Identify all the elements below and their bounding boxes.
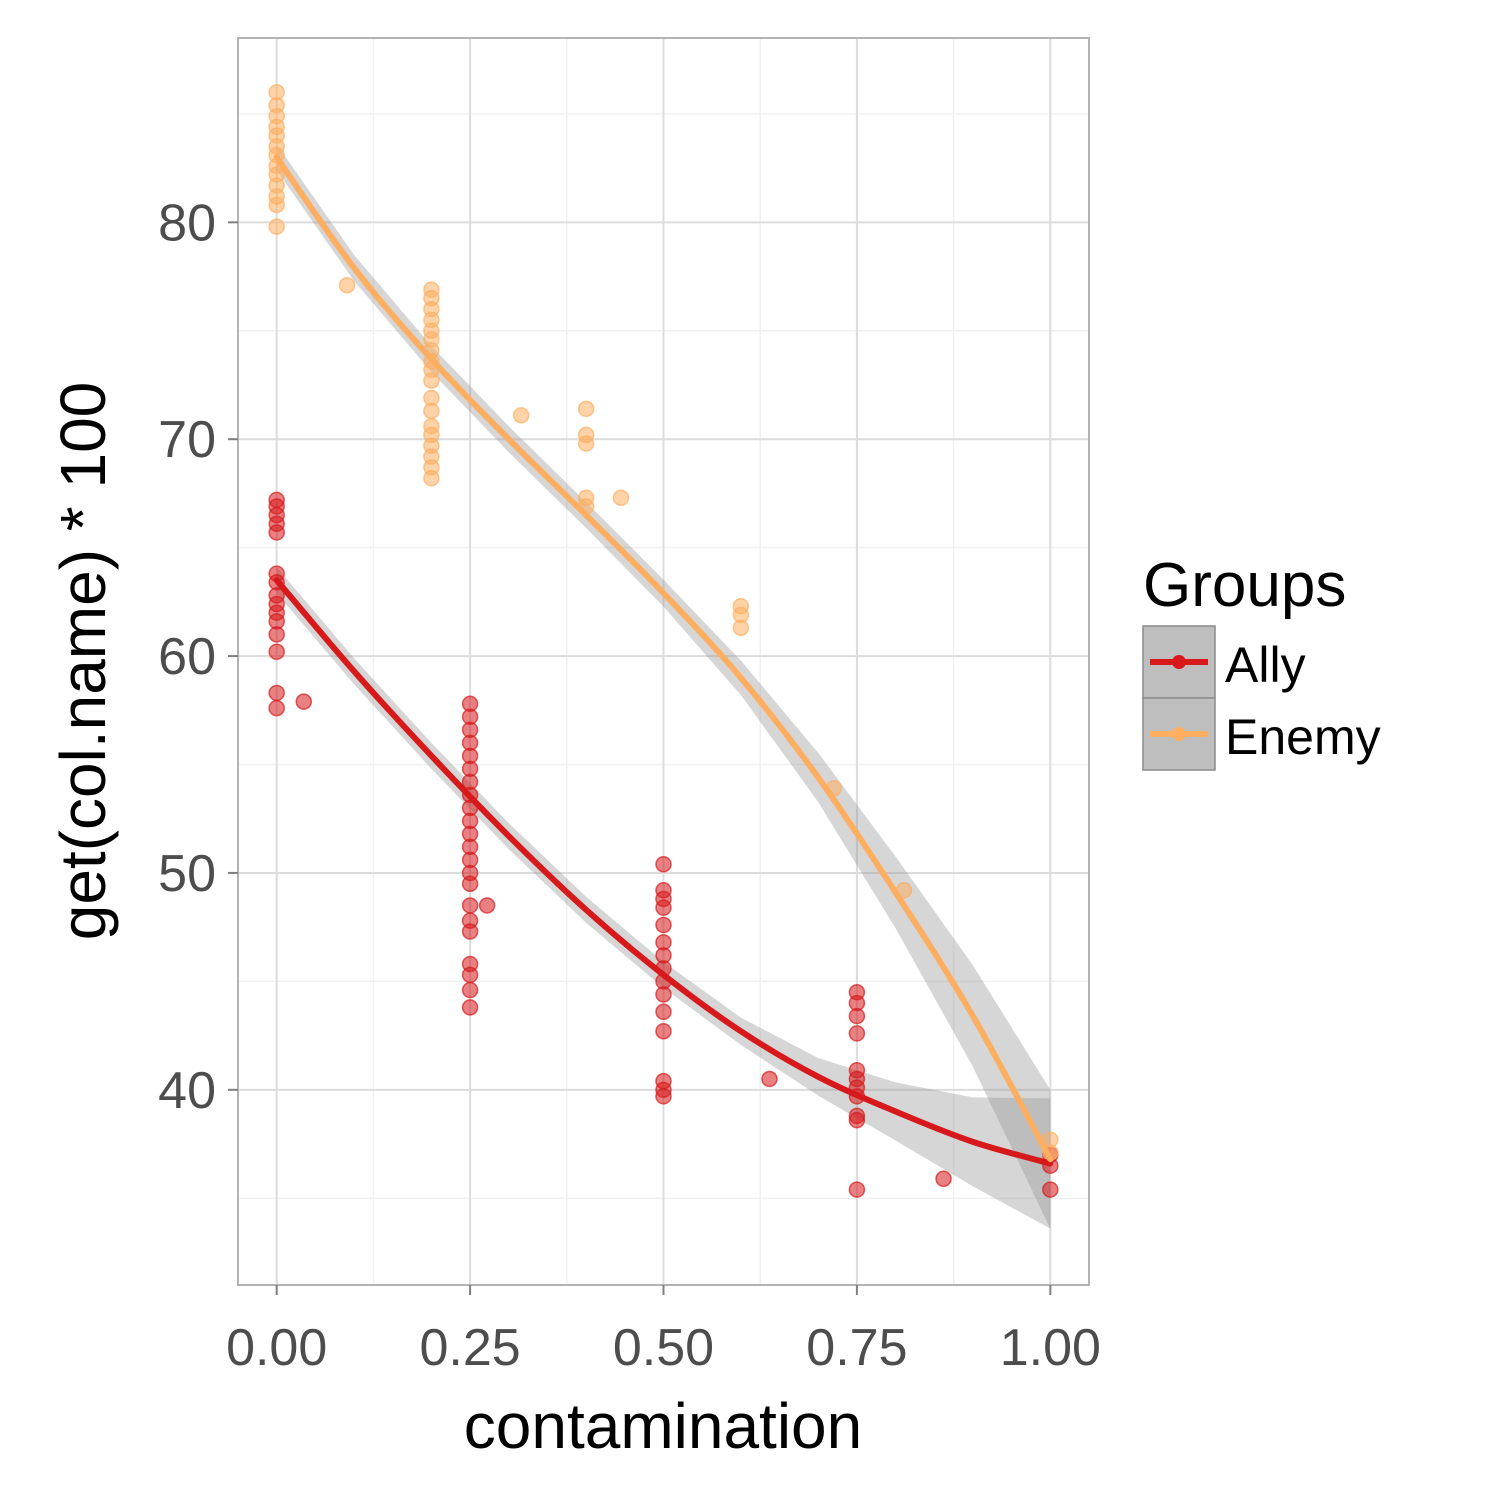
data-point-ally <box>268 684 285 702</box>
x-axis-ticks: 0.00 0.25 0.50 0.75 1.00 <box>226 1285 1101 1377</box>
data-point-enemy <box>338 276 356 294</box>
y-tick-label: 50 <box>158 845 216 903</box>
y-tick-label: 80 <box>158 194 216 252</box>
data-point-enemy <box>612 489 630 507</box>
confidence-bands <box>276 144 1051 1229</box>
x-tick-label: 0.25 <box>419 1319 520 1377</box>
data-point-enemy <box>577 400 595 418</box>
data-point-ally <box>848 1111 866 1129</box>
legend-item-enemy: Enemy <box>1142 697 1381 771</box>
data-point-ally <box>268 643 285 660</box>
data-point-enemy <box>268 218 285 235</box>
data-point-ally <box>268 626 285 643</box>
data-point-ally <box>268 699 285 717</box>
data-point-enemy <box>423 402 440 420</box>
data-point-ally <box>655 986 672 1003</box>
legend-title: Groups <box>1143 551 1346 620</box>
fit-line-enemy <box>273 154 1054 1163</box>
x-tick-label: 0.00 <box>226 1319 327 1377</box>
data-point-ally <box>461 999 479 1016</box>
y-axis-ticks: 40 50 60 70 80 <box>158 194 238 1120</box>
y-axis-title: get(col.name) * 100 <box>47 382 119 941</box>
legend: Groups Ally Enemy <box>1142 551 1381 771</box>
x-tick-label: 0.75 <box>806 1319 907 1377</box>
legend-label-enemy: Enemy <box>1225 709 1381 765</box>
data-point-enemy <box>732 619 750 637</box>
data-point-ally <box>848 1025 866 1042</box>
data-point-ally <box>1042 1181 1059 1198</box>
y-tick-label: 70 <box>158 411 216 469</box>
data-point-ally <box>461 981 479 999</box>
y-tick-label: 40 <box>158 1062 216 1120</box>
legend-dot-ally <box>1172 655 1186 669</box>
data-point-ally <box>461 966 479 984</box>
data-point-ally <box>761 1070 778 1088</box>
x-tick-label: 1.00 <box>1000 1319 1101 1377</box>
data-point-ally <box>848 1007 866 1025</box>
data-point-enemy <box>423 372 440 389</box>
x-axis-title: contamination <box>464 1390 862 1462</box>
legend-label-ally: Ally <box>1225 637 1306 693</box>
data-point-ally <box>655 916 672 934</box>
data-point-ally <box>295 693 313 710</box>
fit-line-ally <box>273 577 1054 1167</box>
x-tick-label: 0.50 <box>613 1319 714 1377</box>
data-point-ally <box>655 899 672 916</box>
data-point-ally <box>461 875 479 893</box>
data-point-ally <box>655 1003 672 1020</box>
y-tick-label: 60 <box>158 628 216 686</box>
smooth-fit-lines <box>273 154 1054 1167</box>
data-point-enemy <box>577 435 595 452</box>
major-gridlines <box>238 38 1089 1285</box>
data-point-enemy <box>423 469 440 487</box>
data-point-ally <box>655 1023 672 1040</box>
legend-dot-enemy <box>1172 727 1186 741</box>
data-point-ally <box>935 1170 952 1187</box>
data-point-ally <box>655 1088 672 1105</box>
data-point-ally <box>268 524 285 541</box>
data-point-ally <box>655 856 672 873</box>
confidence-band-ally <box>276 567 1051 1229</box>
data-point-ally <box>461 923 479 940</box>
data-point-ally <box>461 897 479 914</box>
data-point-enemy <box>512 407 530 424</box>
legend-item-ally: Ally <box>1142 625 1306 699</box>
data-point-ally <box>478 897 496 914</box>
data-point-ally <box>848 1181 866 1198</box>
data-point-enemy <box>268 196 285 214</box>
